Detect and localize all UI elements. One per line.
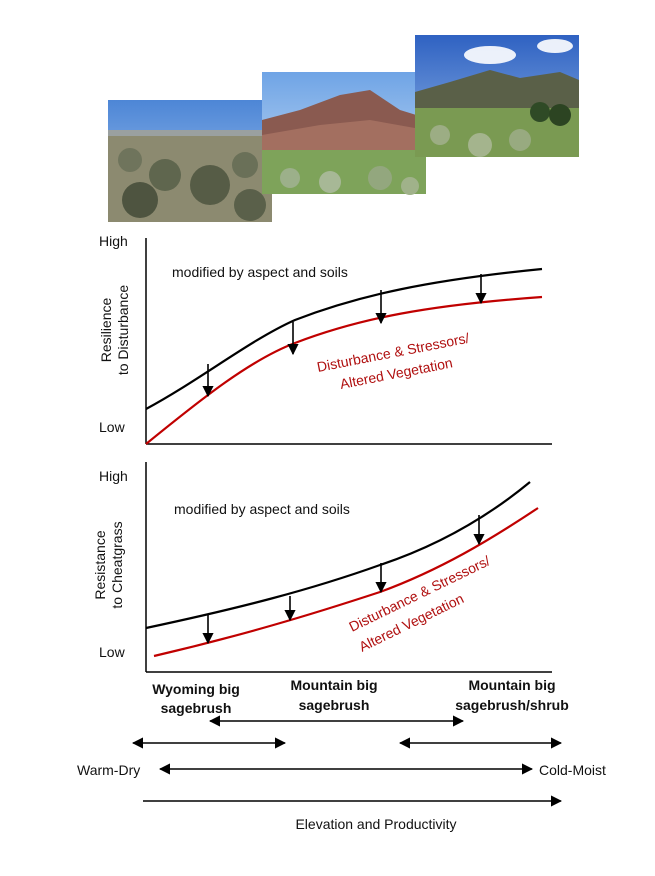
mountain-zone-line2: sagebrush bbox=[299, 697, 370, 713]
mountain-big-sagebrush-shrub-photo bbox=[415, 35, 579, 157]
environmental-gradient: Warm-Dry Cold-Moist Elevation and Produc… bbox=[77, 762, 606, 832]
upper-curve bbox=[145, 267, 543, 410]
y-high-label: High bbox=[99, 233, 128, 249]
warm-dry-label: Warm-Dry bbox=[77, 762, 140, 778]
shrub-zone-line2: sagebrush/shrub bbox=[455, 697, 569, 713]
shrub-zone-line1: Mountain big bbox=[468, 677, 555, 693]
y-high-label: High bbox=[99, 468, 128, 484]
wyoming-big-sagebrush-photo bbox=[108, 100, 272, 222]
modifier-note: modified by aspect and soils bbox=[174, 501, 350, 517]
resilience-panel: High Low Resilience to Disturbance modif… bbox=[98, 233, 552, 445]
y-axis-label-line1: Resistance bbox=[92, 530, 108, 599]
elevation-label: Elevation and Productivity bbox=[295, 816, 456, 832]
y-axis-label-line2: to Cheatgrass bbox=[109, 521, 125, 608]
wyoming-zone-line1: Wyoming big bbox=[152, 681, 240, 697]
y-axis-label-line2: to Disturbance bbox=[115, 285, 131, 375]
cold-moist-label: Cold-Moist bbox=[539, 762, 606, 778]
mountain-zone-line1: Mountain big bbox=[290, 677, 377, 693]
upper-curve bbox=[145, 481, 531, 630]
lower-curve bbox=[153, 507, 539, 658]
vegetation-zones: Wyoming big sagebrush Mountain big sageb… bbox=[131, 677, 569, 749]
mountain-big-sagebrush-photo bbox=[262, 72, 426, 195]
wyoming-zone-line2: sagebrush bbox=[161, 700, 232, 716]
lower-curve bbox=[145, 295, 543, 445]
resistance-panel: High Low Resistance to Cheatgrass modifi… bbox=[92, 462, 552, 673]
y-low-label: Low bbox=[99, 644, 126, 660]
modifier-note: modified by aspect and soils bbox=[172, 264, 348, 280]
y-low-label: Low bbox=[99, 419, 126, 435]
y-axis-label-line1: Resilience bbox=[98, 297, 114, 362]
